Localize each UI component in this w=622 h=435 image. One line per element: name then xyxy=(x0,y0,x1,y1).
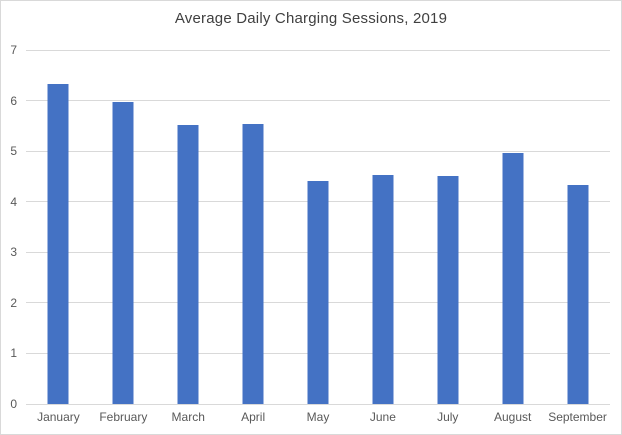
y-axis-tick-label: 6 xyxy=(10,93,17,108)
y-axis-tick-label: 5 xyxy=(10,144,17,159)
bar-june[interactable] xyxy=(372,174,394,404)
y-axis-tick-label: 0 xyxy=(10,397,17,411)
plot-area: 0 1 2 3 4 5 6 7 January February March April May June… xyxy=(10,44,610,423)
x-axis-label: May xyxy=(306,410,330,424)
bar-july[interactable] xyxy=(437,175,459,404)
x-axis-label: July xyxy=(437,410,459,424)
chart-title: Average Daily Charging Sessions, 2019 xyxy=(174,10,448,27)
bar-february[interactable] xyxy=(112,102,134,404)
gridline xyxy=(26,100,610,102)
y-axis-tick-label: 3 xyxy=(10,245,17,260)
x-axis-label: April xyxy=(241,410,266,424)
bar-august[interactable] xyxy=(502,153,524,404)
bar-april[interactable] xyxy=(242,123,264,404)
x-axis-label: January xyxy=(37,410,80,424)
x-axis-label: August xyxy=(493,410,532,424)
x-axis-label: June xyxy=(369,410,396,424)
y-axis-tick-label: 1 xyxy=(10,346,17,361)
x-axis-label: March xyxy=(171,410,205,424)
x-axis-label: September xyxy=(548,410,607,424)
x-axis-line xyxy=(26,403,610,405)
bar-september[interactable] xyxy=(567,185,589,404)
bar-may[interactable] xyxy=(307,180,329,404)
bar-january[interactable] xyxy=(47,83,69,404)
y-axis-tick-label: 4 xyxy=(10,194,17,209)
x-axis-label: February xyxy=(99,410,148,424)
bar-march[interactable] xyxy=(177,124,199,404)
gridline xyxy=(26,49,610,51)
y-axis-tick-label: 7 xyxy=(10,43,17,57)
gridline xyxy=(26,150,610,152)
y-axis-tick-label: 2 xyxy=(10,295,17,310)
